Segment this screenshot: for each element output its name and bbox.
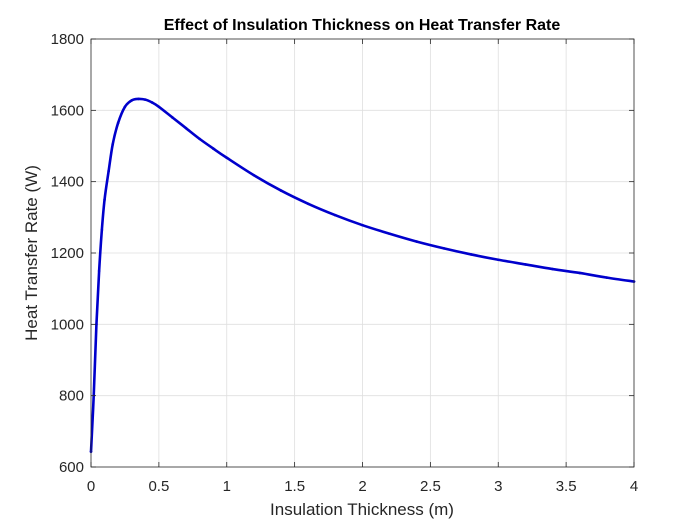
series-point bbox=[171, 116, 174, 119]
series-point bbox=[306, 202, 310, 206]
series-point bbox=[111, 142, 115, 146]
x-tick-label: 3 bbox=[494, 478, 502, 495]
series-group bbox=[89, 97, 636, 453]
series-point bbox=[130, 99, 134, 102]
x-tick-label: 1 bbox=[223, 478, 231, 495]
series-point bbox=[198, 137, 201, 141]
series-point bbox=[496, 258, 500, 262]
x-tick-label: 2 bbox=[358, 478, 366, 495]
x-tick-label: 1.5 bbox=[284, 478, 305, 495]
series-point bbox=[116, 121, 120, 125]
x-tick-label: 0 bbox=[87, 478, 95, 495]
y-tick-label: 800 bbox=[59, 388, 84, 405]
series-point bbox=[225, 156, 229, 160]
series-point bbox=[97, 269, 101, 273]
y-axis-title: Heat Transfer Rate (W) bbox=[22, 165, 41, 341]
axis-ticks: 0 0.5 1 1.5 2 2.5 3 3.5 4 600 800 1000 1200 1400 1600 1… bbox=[51, 31, 639, 495]
y-tick-label: 1800 bbox=[51, 31, 84, 48]
y-tick-label: 600 bbox=[59, 459, 84, 476]
x-axis-title: Insulation Thickness (m) bbox=[270, 500, 454, 519]
series-point bbox=[252, 173, 256, 177]
series-point bbox=[578, 271, 581, 275]
series-point bbox=[107, 169, 110, 173]
series-point bbox=[150, 101, 154, 104]
series-point bbox=[551, 267, 554, 271]
series-point bbox=[524, 263, 527, 266]
series-point bbox=[388, 232, 391, 236]
series-point bbox=[334, 213, 337, 217]
series-point bbox=[605, 276, 609, 279]
series-point bbox=[103, 198, 106, 201]
y-tick-label: 1000 bbox=[51, 316, 84, 333]
series-point bbox=[137, 97, 140, 101]
series-point bbox=[157, 105, 161, 109]
x-tick-label: 0.5 bbox=[148, 478, 169, 495]
series-point bbox=[144, 98, 147, 101]
series-point bbox=[361, 223, 364, 227]
series-point bbox=[123, 105, 127, 109]
grid-lines bbox=[91, 39, 634, 467]
x-tick-label: 3.5 bbox=[556, 478, 577, 495]
series-point bbox=[415, 240, 419, 243]
x-tick-label: 2.5 bbox=[420, 478, 441, 495]
y-tick-label: 1200 bbox=[51, 245, 84, 262]
series-point bbox=[211, 147, 215, 150]
series-point bbox=[184, 126, 188, 130]
series-point bbox=[279, 189, 283, 192]
series-point bbox=[442, 247, 446, 250]
y-tick-label: 1600 bbox=[51, 102, 84, 119]
series-point bbox=[95, 323, 98, 326]
series-point bbox=[100, 228, 104, 232]
series-point bbox=[469, 253, 473, 256]
y-tick-label: 1400 bbox=[51, 174, 84, 191]
chart-title: Effect of Insulation Thickness on Heat T… bbox=[164, 17, 561, 34]
x-tick-label: 4 bbox=[630, 478, 638, 495]
